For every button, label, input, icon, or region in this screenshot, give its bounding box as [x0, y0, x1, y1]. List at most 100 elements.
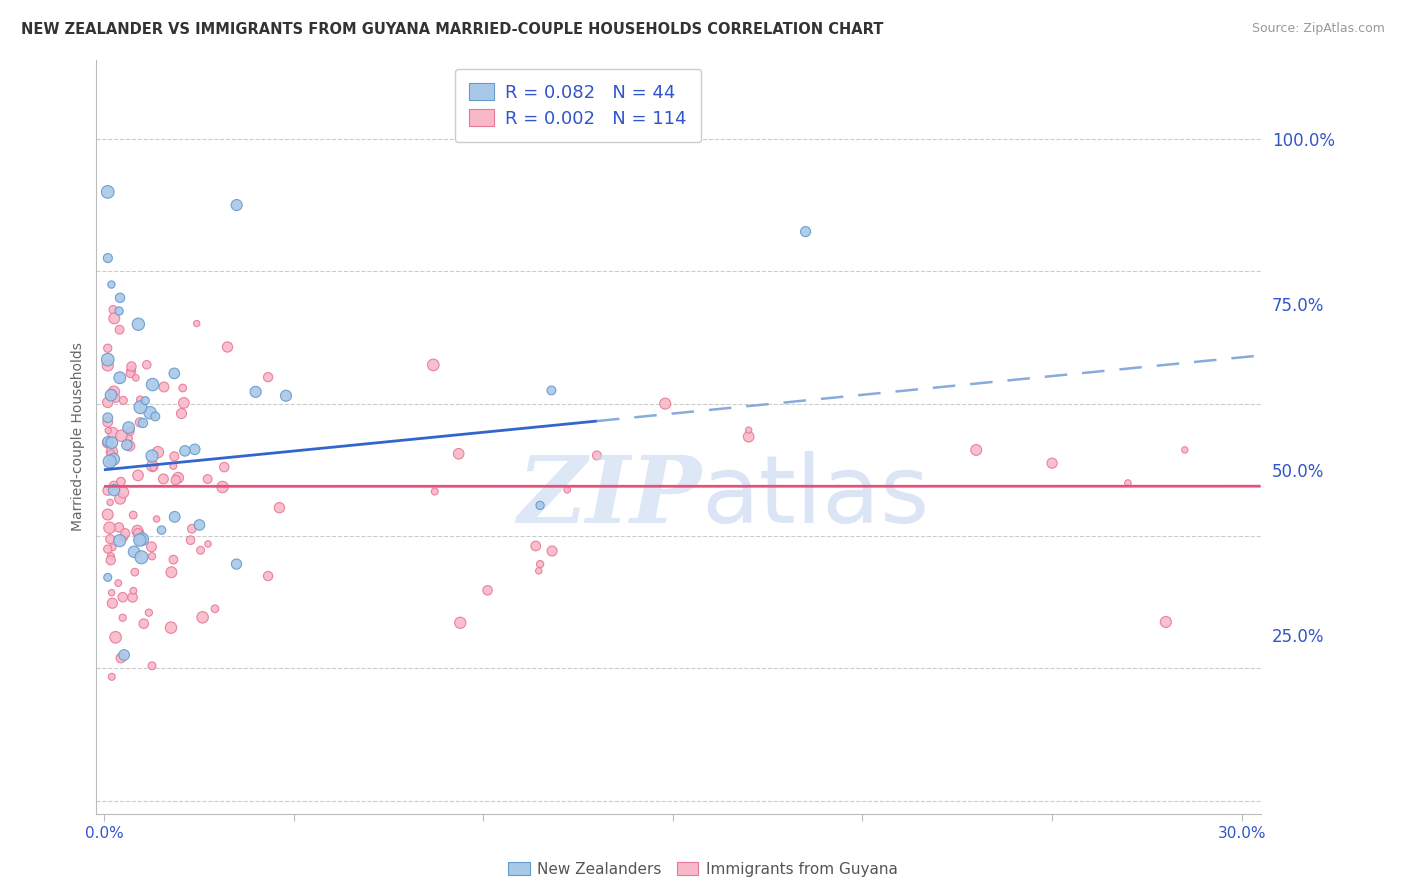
Y-axis label: Married-couple Households: Married-couple Households: [72, 343, 86, 531]
Legend: New Zealanders, Immigrants from Guyana: New Zealanders, Immigrants from Guyana: [501, 854, 905, 884]
Point: [103, 483, 125, 498]
Point: [160, 621, 183, 635]
Point: [100, 277, 122, 292]
Point: [110, 428, 132, 442]
Point: [110, 651, 132, 665]
Point: [125, 371, 148, 385]
Point: [118, 439, 141, 453]
Point: [97, 410, 120, 425]
Point: [98, 532, 121, 546]
Point: [180, 533, 202, 548]
Point: [134, 393, 156, 408]
Point: [141, 658, 163, 673]
Point: [162, 552, 184, 566]
Point: [150, 523, 173, 537]
Point: [211, 480, 233, 494]
Point: [127, 317, 149, 331]
Point: [118, 431, 141, 445]
Point: [110, 475, 132, 489]
Point: [107, 576, 129, 591]
Point: [101, 386, 124, 401]
Point: [174, 443, 197, 458]
Point: [245, 384, 267, 399]
Point: [129, 415, 152, 429]
Point: [101, 596, 124, 610]
Point: [163, 509, 186, 524]
Point: [97, 395, 120, 409]
Point: [122, 583, 145, 598]
Point: [117, 420, 139, 434]
Point: [540, 384, 562, 398]
Point: [586, 449, 609, 463]
Point: [188, 517, 211, 532]
Text: NEW ZEALANDER VS IMMIGRANTS FROM GUYANA MARRIED-COUPLE HOUSEHOLDS CORRELATION CH: NEW ZEALANDER VS IMMIGRANTS FROM GUYANA …: [21, 22, 883, 37]
Point: [101, 541, 124, 555]
Point: [165, 473, 187, 487]
Point: [422, 358, 444, 372]
Point: [965, 442, 987, 457]
Point: [129, 401, 152, 415]
Point: [162, 458, 184, 473]
Point: [97, 341, 120, 355]
Point: [100, 670, 122, 684]
Point: [217, 340, 239, 354]
Point: [737, 430, 759, 444]
Point: [170, 407, 193, 421]
Point: [153, 380, 176, 394]
Point: [737, 423, 759, 437]
Point: [477, 583, 499, 598]
Point: [145, 512, 167, 526]
Legend: R = 0.082   N = 44, R = 0.002   N = 114: R = 0.082 N = 44, R = 0.002 N = 114: [454, 69, 702, 143]
Text: atlas: atlas: [702, 451, 929, 543]
Point: [141, 540, 163, 554]
Point: [115, 438, 138, 452]
Point: [131, 532, 153, 546]
Point: [173, 396, 195, 410]
Point: [112, 485, 135, 500]
Point: [97, 352, 120, 367]
Point: [100, 549, 122, 563]
Point: [111, 591, 134, 605]
Point: [122, 545, 145, 559]
Point: [103, 478, 125, 492]
Point: [108, 491, 131, 506]
Point: [108, 291, 131, 305]
Point: [152, 472, 174, 486]
Point: [190, 543, 212, 558]
Point: [197, 472, 219, 486]
Point: [1154, 615, 1177, 629]
Point: [225, 557, 247, 571]
Point: [794, 225, 817, 239]
Point: [139, 406, 162, 420]
Point: [103, 311, 125, 326]
Point: [529, 557, 551, 571]
Point: [127, 525, 149, 540]
Point: [555, 483, 578, 497]
Point: [541, 544, 564, 558]
Point: [108, 304, 131, 318]
Point: [101, 435, 124, 450]
Point: [108, 370, 131, 384]
Point: [97, 434, 120, 449]
Point: [1040, 456, 1063, 470]
Point: [143, 409, 166, 424]
Point: [204, 601, 226, 615]
Point: [108, 520, 131, 534]
Point: [527, 564, 550, 578]
Point: [132, 616, 155, 631]
Point: [142, 460, 165, 475]
Point: [524, 539, 547, 553]
Point: [101, 444, 124, 458]
Point: [163, 367, 186, 381]
Point: [120, 367, 142, 381]
Point: [101, 425, 124, 440]
Point: [97, 435, 120, 450]
Point: [121, 359, 143, 374]
Point: [97, 415, 120, 429]
Point: [225, 198, 247, 212]
Point: [112, 530, 135, 544]
Point: [146, 445, 169, 459]
Point: [98, 454, 121, 468]
Point: [97, 424, 120, 438]
Point: [131, 550, 153, 565]
